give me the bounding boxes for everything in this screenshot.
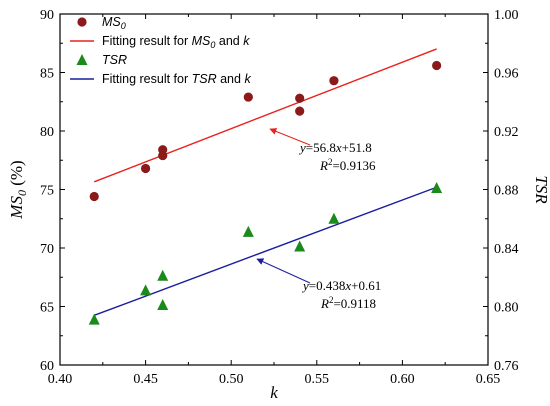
legend-marker-tsr [76,54,88,65]
eq-x: x [335,140,342,155]
y-left-title-sub: 0 [15,190,29,196]
point-ms0 [158,145,168,155]
y-left-tick-label: 80 [40,125,54,140]
r2-val: =0.9118 [333,296,376,311]
y-right-tick-label: 0.96 [494,67,519,82]
legend-fit-tsr-var: TSR [192,72,217,86]
point-tsr [140,284,152,296]
equation-tsr: y=0.438x+0.61 [301,278,381,293]
y-left-tick-label: 60 [40,359,54,374]
y-left-tick-label: 90 [40,8,54,23]
equation-ms0: y=56.8x+51.8 [298,140,372,155]
annotations-layer: y=56.8x+51.8R2=0.9136y=0.438x+0.61R2=0.9… [256,128,381,311]
x-tick-label: 0.60 [390,372,415,387]
eq-slope: =56.8 [306,140,336,155]
y-left-title-main: MS [7,196,26,220]
point-ms0 [243,92,253,102]
point-tsr [157,269,169,281]
r2-r: R [320,296,329,311]
point-tsr [157,299,169,311]
point-ms0 [295,106,305,116]
legend-fit-tsr-suffix: and [217,72,245,86]
legend-fit-ms0-prefix: Fitting result for [102,34,192,48]
eq-intercept: +0.61 [351,278,381,293]
x-tick-label: 0.45 [133,372,158,387]
r2-val: =0.9136 [332,158,376,173]
y-right-axis-title: TSR [532,175,550,204]
point-tsr [242,225,254,237]
eq-x: x [344,278,351,293]
fit-lines-layer [93,48,437,316]
x-axis-title: k [270,383,278,402]
x-tick-label: 0.65 [476,372,501,387]
y-right-tick-label: 1.00 [494,8,519,23]
point-tsr [328,212,340,224]
fit-line-tsr [93,186,437,316]
point-ms0 [329,76,339,86]
fit-line-ms0 [93,48,437,183]
legend-fit-tsr-k: k [244,72,251,86]
legend-fit-ms0-sub: 0 [210,40,215,50]
point-ms0 [141,163,151,174]
x-tick-label: 0.40 [48,372,73,387]
point-ms0 [89,191,99,202]
x-tick-label: 0.50 [219,372,244,387]
y-left-tick-label: 65 [40,301,54,316]
legend-ms0-main: MS [102,15,121,29]
r2-ms0: R2=0.9136 [319,157,376,173]
points-layer [88,60,443,325]
point-ms0 [295,93,305,103]
point-tsr [431,182,443,194]
legend-ms0-sub: 0 [121,21,126,31]
y-right-tick-label: 0.88 [494,184,519,199]
eq-y: y [298,140,306,155]
x-tick-label: 0.55 [305,372,330,387]
r2-r: R [319,158,328,173]
legend-marker-ms0 [77,17,87,27]
axes-layer: 0.40 0.45 0.50 0.55 0.60 0.65 60 65 70 75 80 85 90 0.… [7,8,550,402]
legend-label-tsr: TSR [102,53,127,67]
eq-y: y [301,278,309,293]
point-ms0 [432,60,442,71]
y-left-tick-label: 70 [40,242,54,257]
y-right-tick-label: 0.84 [494,242,519,257]
r2-sup: 2 [329,295,334,305]
point-tsr [88,313,100,325]
legend-fit-ms0-k: k [243,34,250,48]
legend-fit-tsr-prefix: Fitting result for [102,72,192,86]
annotation-arrow-ms0 [269,128,311,146]
legend-fit-ms0-var: MS [192,34,211,48]
y-right-tick-label: 0.92 [494,125,519,140]
legend-fit-ms0-suffix: and [215,34,243,48]
y-left-axis-title: MS0 (%) [7,160,29,219]
y-right-tick-label: 0.80 [494,301,519,316]
r2-tsr: R2=0.9118 [320,295,376,311]
legend-label-fit-tsr: Fitting result for TSR and k [102,72,251,86]
point-tsr [294,240,306,252]
legend-label-fit-ms0: Fitting result for MS0 and k [102,34,250,50]
eq-intercept: +51.8 [342,140,372,155]
r2-sup: 2 [328,157,333,167]
legend-label-ms0: MS0 [102,15,126,31]
y-left-tick-label: 75 [40,184,54,199]
y-left-tick-label: 85 [40,67,54,82]
y-right-tick-label: 0.76 [494,359,519,374]
annotation-arrow-tsr [256,258,311,284]
eq-slope: =0.438 [309,278,346,293]
y-left-title-suffix: (%) [7,160,26,190]
